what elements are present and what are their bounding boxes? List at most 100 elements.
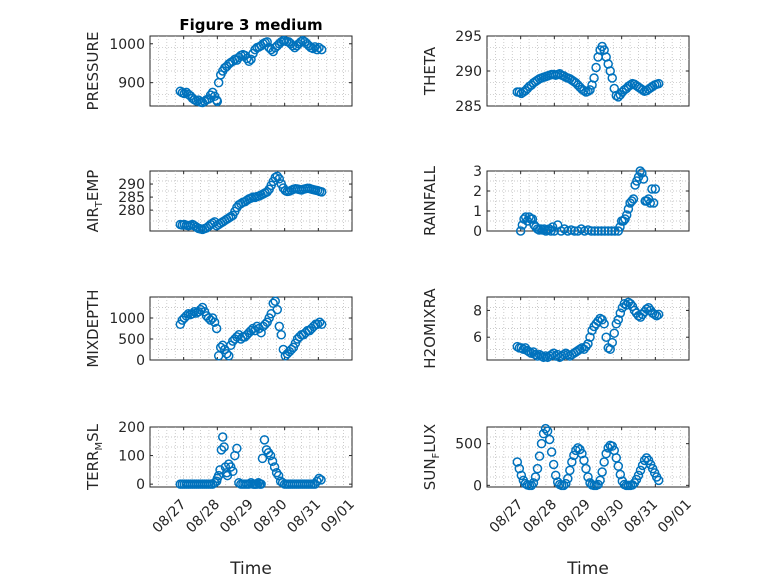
x-tick-label: 08/28 [520, 497, 560, 537]
y-axis-label: AIRTEMP [84, 170, 105, 233]
data-point [628, 194, 639, 204]
data-point [262, 37, 272, 47]
y-tick-label: 1 [473, 204, 482, 220]
data-point [216, 445, 227, 455]
data-point [316, 187, 327, 197]
data-point [650, 184, 661, 194]
data-point [589, 73, 599, 83]
data-point [530, 472, 541, 482]
data-point [316, 475, 326, 485]
subplot-4: 0 1 2 3 RAINFALL [421, 164, 690, 240]
data-point [308, 43, 318, 54]
data-point [645, 198, 656, 208]
subplot-1: 900 1000 PRESSURE Figure 3 medium [84, 16, 353, 111]
data-point [540, 351, 551, 361]
y-axis-label: RAINFALL [421, 165, 439, 236]
y-tick-label: 500 [455, 437, 482, 453]
y-label-main: AIR [84, 207, 102, 232]
data-point [217, 432, 228, 442]
y-axis-label: SUNFLUX [421, 424, 442, 490]
data-point [635, 166, 645, 176]
x-axis-label: Time [229, 559, 272, 579]
data-point [314, 473, 324, 484]
y-tick-label: 500 [118, 332, 145, 348]
y-tick-label: 290 [455, 64, 482, 80]
data-point [246, 54, 256, 65]
data-point [270, 296, 280, 306]
data-point [189, 306, 200, 317]
data-point [213, 470, 224, 481]
data-point [542, 426, 553, 436]
y-label-sub: M [94, 442, 105, 451]
x-tick-label: 09/01 [655, 497, 695, 537]
data-point [530, 349, 541, 360]
data-point [653, 309, 664, 320]
data-point [516, 470, 527, 481]
data-point [599, 319, 609, 329]
y-tick-label: 0 [136, 477, 145, 493]
y-axis-label: PRESSURE [84, 32, 102, 111]
data-point [585, 85, 595, 95]
data-point [583, 472, 593, 482]
x-tick-label: 08/27 [487, 497, 527, 537]
y-tick-label: 900 [118, 76, 145, 92]
data-point [600, 226, 610, 236]
data-point [638, 174, 649, 184]
y-tick-label: 0 [136, 353, 145, 369]
data-point [257, 453, 268, 464]
data-point [613, 315, 624, 325]
data-point [619, 298, 630, 309]
y-tick-label: 285 [118, 190, 145, 206]
x-tick-label: 08/29 [217, 497, 257, 537]
data-point [524, 347, 535, 357]
data-point [596, 226, 607, 236]
y-axis-label: THETA [421, 46, 439, 96]
data-point [621, 210, 632, 220]
data-point [270, 172, 280, 183]
data-point [591, 62, 601, 73]
data-point [565, 465, 575, 476]
data-point [577, 448, 587, 459]
data-point [653, 475, 664, 486]
x-axis-label: Time [566, 559, 609, 579]
y-tick-label: 2 [473, 184, 482, 200]
data-point [593, 316, 603, 326]
data-point [232, 443, 242, 454]
data-point [514, 87, 525, 97]
data-point [274, 321, 285, 332]
y-axis-label: MIXDEPTH [84, 289, 102, 367]
y-label-main: TERR [84, 451, 102, 492]
y-tick-label: 0 [473, 478, 482, 494]
data-point [528, 478, 539, 488]
y-tick-label: 1000 [109, 311, 145, 327]
data-point [586, 226, 597, 236]
data-point [559, 480, 569, 491]
x-tick-label: 08/30 [251, 497, 291, 537]
data-point [653, 78, 664, 89]
data-point [256, 479, 266, 489]
data-point [312, 319, 323, 330]
data-point [597, 467, 607, 477]
data-point [633, 470, 644, 481]
y-tick-label: 295 [455, 29, 482, 45]
y-label-main: SUN [421, 458, 439, 490]
data-point [512, 457, 523, 467]
y-tick-label: 280 [118, 203, 145, 219]
y-tick-label: 0 [473, 224, 482, 240]
data-point [613, 461, 624, 471]
data-point [276, 330, 287, 340]
data-point [648, 198, 659, 208]
data-point [609, 328, 620, 338]
y-tick-label: 100 [118, 449, 145, 465]
data-point [312, 44, 322, 55]
data-point [649, 309, 660, 320]
data-point [546, 447, 557, 457]
y-label-sub: T [94, 200, 105, 208]
y-label-sub: F [431, 452, 442, 458]
data-point [538, 352, 549, 363]
y-tick-label: 200 [118, 420, 145, 436]
data-point [219, 442, 229, 452]
y-tick-label: 3 [473, 164, 482, 180]
